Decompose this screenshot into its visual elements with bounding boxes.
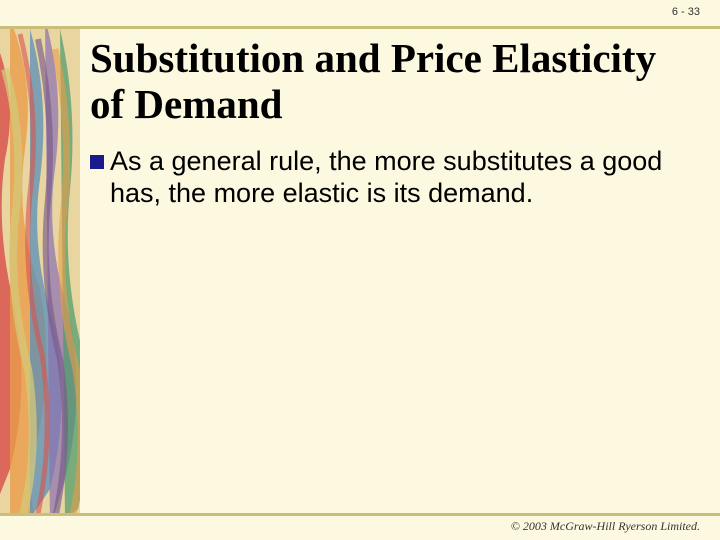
copyright-text: © 2003 McGraw-Hill Ryerson Limited. xyxy=(511,519,700,534)
header-accent-line xyxy=(0,26,720,29)
bullet-text: As a general rule, the more substitutes … xyxy=(110,146,690,210)
page-number: 6 - 33 xyxy=(672,6,700,18)
footer-accent-line xyxy=(0,513,720,516)
slide-title: Substitution and Price Elasticity of Dem… xyxy=(90,36,690,128)
top-bar xyxy=(0,0,720,26)
sidebar-decorative-art xyxy=(0,29,80,514)
content-area: Substitution and Price Elasticity of Dem… xyxy=(90,32,690,508)
diamond-bullet-icon xyxy=(90,155,104,169)
bullet-item: As a general rule, the more substitutes … xyxy=(90,146,690,210)
